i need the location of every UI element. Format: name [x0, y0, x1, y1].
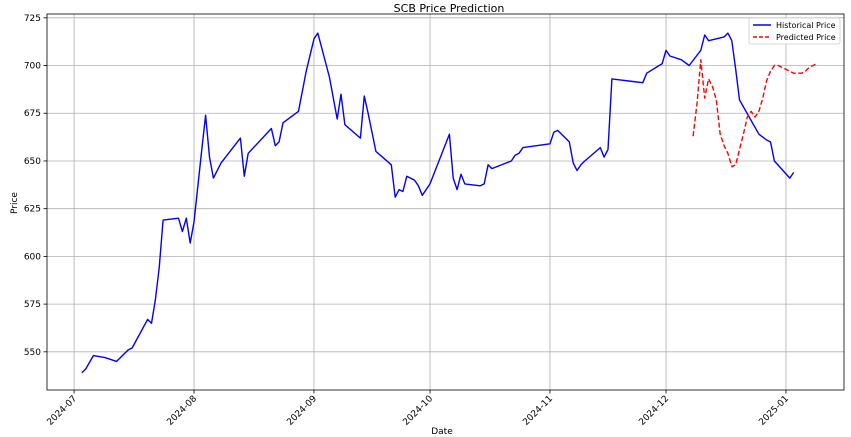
y-tick-label: 600	[24, 252, 41, 262]
x-axis-ticks: 2024-07 2024-08 2024-09 2024-10 2024-11 2024-…	[46, 390, 791, 428]
x-tick-label: 2024-09	[285, 394, 319, 428]
series-line-predicted	[692, 59, 818, 168]
series-lines	[81, 32, 818, 374]
legend: Historical Price Predicted Price	[748, 17, 841, 45]
y-axis-ticks: 550 575 600 625 650 675 700 725	[24, 14, 47, 358]
series-line-historical	[81, 32, 795, 374]
legend-label: Historical Price	[776, 21, 836, 30]
x-axis-label: Date	[431, 427, 453, 437]
x-tick-label: 2024-10	[401, 394, 435, 428]
x-tick-label: 2024-07	[46, 394, 80, 428]
y-axis-label: Price	[10, 192, 20, 214]
x-tick-label: 2025-01	[757, 394, 791, 428]
y-tick-label: 700	[24, 62, 41, 72]
x-tick-label: 2024-12	[637, 394, 671, 428]
y-tick-label: 675	[24, 109, 41, 119]
chart-title: SCB Price Prediction	[394, 2, 505, 15]
y-tick-label: 625	[24, 205, 41, 215]
y-tick-label: 725	[24, 14, 41, 24]
y-tick-label: 550	[24, 348, 41, 358]
x-tick-label: 2024-08	[165, 394, 199, 428]
legend-label: Predicted Price	[776, 33, 836, 42]
y-tick-label: 575	[24, 300, 41, 310]
grid-lines	[47, 14, 844, 390]
y-tick-label: 650	[24, 157, 41, 167]
x-tick-label: 2024-11	[521, 394, 555, 428]
plot-frame	[46, 13, 845, 391]
legend-box	[748, 17, 841, 45]
